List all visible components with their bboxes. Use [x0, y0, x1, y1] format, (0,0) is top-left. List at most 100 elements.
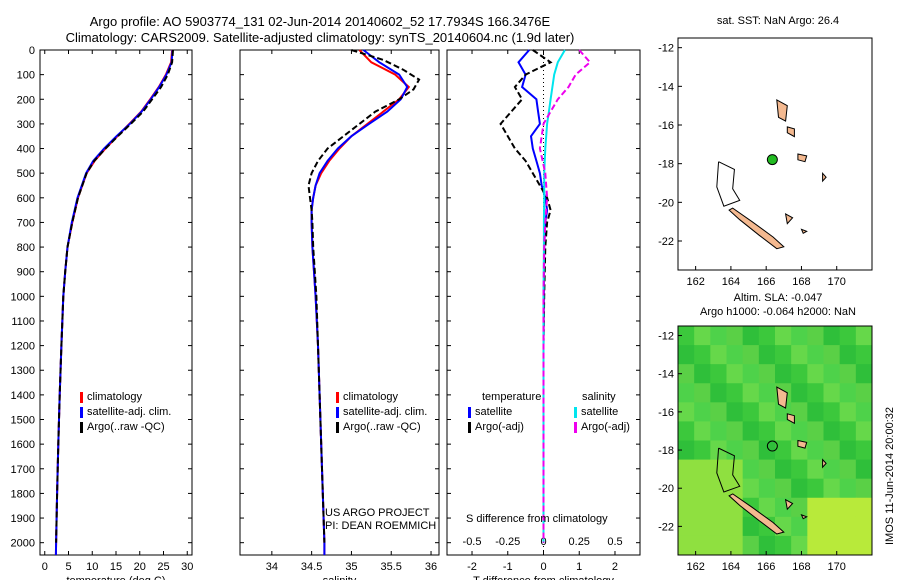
sla-cell	[855, 516, 873, 537]
map-x-tick-label: 168	[792, 276, 810, 288]
sla-cell	[694, 497, 711, 518]
legend-label: satellite-adj. clim.	[343, 406, 428, 418]
sla-cell	[807, 326, 824, 346]
island	[784, 498, 794, 511]
map-frame-sst_map	[677, 37, 873, 271]
sla-cell	[823, 440, 841, 461]
top-tick-label: -0.25	[495, 536, 520, 548]
sla-cell	[758, 326, 776, 346]
sla-cell	[855, 478, 873, 499]
x-tick-label: 15	[110, 561, 122, 573]
sla-cell	[726, 421, 744, 441]
legend-swatch-satellite	[468, 407, 471, 418]
x-tick-label: 0	[540, 561, 546, 573]
sla-cell	[791, 459, 808, 480]
sla-cell	[694, 440, 711, 461]
map-x-tick-label: 170	[828, 276, 846, 288]
series-line	[54, 49, 174, 556]
y-tick-label: 900	[17, 267, 35, 279]
sla-cell	[807, 440, 824, 461]
x-tick-label: -2	[467, 561, 477, 573]
map-x-tick-label: 162	[686, 276, 704, 288]
x-tick-label: 36	[425, 561, 437, 573]
island	[728, 493, 785, 535]
sla-cell	[694, 421, 711, 441]
x-tick-label: 10	[86, 561, 98, 573]
sla-cell	[839, 535, 857, 556]
legend-label: Argo(..raw -QC)	[343, 421, 421, 433]
map-y-tick-label: -12	[658, 331, 674, 343]
sla-cell	[823, 497, 841, 518]
x-tick-label: 2	[612, 561, 618, 573]
sla-cell	[710, 402, 727, 422]
legend-title: temperature	[482, 391, 542, 403]
imos-credit: IMOS 11-Jun-2014 20:00:32	[884, 407, 896, 545]
top-tick-label: 0.25	[569, 536, 590, 548]
x-axis-label: temperature (deg C)	[66, 575, 165, 580]
y-tick-label: 400	[17, 144, 35, 156]
y-tick-label: 1900	[11, 513, 35, 525]
legend-label: satellite	[581, 406, 619, 418]
x-tick-label: 34.5	[301, 561, 322, 573]
sla-cell	[678, 516, 695, 537]
legend-swatch-argo	[574, 422, 577, 433]
sla-cell	[775, 459, 792, 480]
sla-cell	[855, 440, 873, 461]
y-tick-label: 1400	[11, 390, 35, 402]
x-tick-label: 34	[266, 561, 278, 573]
y-tick-label: 1600	[11, 439, 35, 451]
difference-legend-temperature: temperature satellite Argo(-adj)	[468, 390, 541, 435]
map-frame-sla_map	[677, 325, 873, 556]
sla-cell	[678, 440, 695, 461]
island	[822, 171, 827, 183]
sla-cell	[742, 440, 760, 461]
sla-cell	[742, 326, 760, 346]
sla-cell	[791, 421, 808, 441]
sla-cell	[694, 326, 711, 346]
reef-outline	[716, 161, 741, 207]
legend-swatch-satellite	[80, 407, 83, 418]
s-difference-label: S difference from climatology	[466, 513, 608, 525]
sla-cell	[855, 326, 873, 346]
sla-cell	[726, 345, 744, 365]
sla-cell	[807, 364, 824, 384]
sla-cell	[775, 345, 792, 365]
sla-cell	[742, 402, 760, 422]
sla-cell	[855, 345, 873, 365]
top-tick-label: 0.5	[607, 536, 622, 548]
sla-cell	[678, 421, 695, 441]
panel-frame-salinity	[239, 49, 440, 556]
sla-cell	[839, 326, 857, 346]
sla-cell	[678, 326, 695, 346]
legend-swatch-argo	[468, 422, 471, 433]
sla-cell	[726, 440, 744, 461]
island	[800, 228, 808, 235]
x-tick-label: 25	[157, 561, 169, 573]
sla-cell	[823, 535, 841, 556]
sla-cell	[758, 478, 776, 499]
island	[776, 386, 788, 409]
y-tick-label: 1500	[11, 415, 35, 427]
map-y-tick-label: -14	[658, 81, 674, 93]
sla-map-title-2: Argo h1000: -0.064 h2000: NaN	[700, 306, 856, 318]
sla-cell	[823, 459, 841, 480]
map-x-tick-label: 168	[792, 561, 810, 573]
difference-legend-salinity: salinity satellite Argo(-adj)	[574, 390, 630, 435]
sla-cell	[839, 497, 857, 518]
temperature-legend: climatology satellite-adj. clim. Argo(..…	[80, 390, 171, 435]
sla-cell	[758, 364, 776, 384]
project-line-1: US ARGO PROJECT	[325, 507, 430, 519]
series-line	[54, 49, 174, 556]
legend-label: climatology	[343, 391, 399, 403]
x-tick-label: 35.5	[381, 561, 402, 573]
series-line	[542, 49, 566, 543]
sla-cell	[742, 478, 760, 499]
sla-cell	[758, 459, 776, 480]
x-tick-label: 5	[65, 561, 71, 573]
sla-cell	[694, 364, 711, 384]
sla-cell	[678, 497, 695, 518]
sla-cell	[807, 535, 824, 556]
island	[797, 439, 808, 449]
sla-cell	[742, 383, 760, 403]
